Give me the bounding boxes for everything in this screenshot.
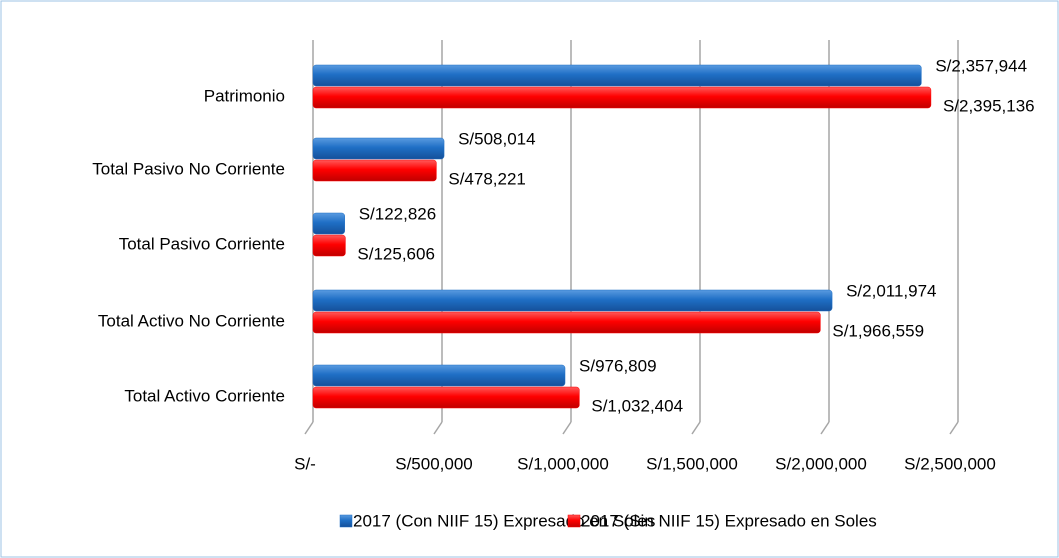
x-tick-label: S/1,000,000 — [517, 454, 609, 473]
bar — [312, 289, 833, 312]
value-label: S/2,011,974 — [846, 281, 936, 300]
y-tick-label: Total Activo No Corriente — [98, 311, 285, 330]
value-label: S/478,221 — [448, 169, 526, 188]
value-label: S/1,032,404 — [591, 396, 683, 415]
x-tick-label: S/500,000 — [395, 454, 473, 473]
bar — [312, 64, 922, 87]
value-label: S/508,014 — [458, 129, 536, 148]
bar — [312, 364, 566, 387]
bar — [312, 159, 437, 182]
grid-line-base — [562, 421, 572, 435]
bar — [312, 386, 580, 409]
value-label: S/976,809 — [579, 356, 657, 375]
legend-label: 2017 (Sin NIIF 15) Expresado en Soles — [581, 511, 877, 530]
value-label: S/122,826 — [359, 204, 437, 223]
legend-swatch — [339, 514, 353, 528]
bar — [312, 234, 346, 257]
value-label: S/2,357,944 — [935, 56, 1027, 75]
grid-line-base — [820, 421, 830, 435]
y-tick-label: Total Pasivo No Corriente — [92, 159, 285, 178]
value-label: S/1,966,559 — [832, 321, 924, 340]
value-label: S/2,395,136 — [943, 96, 1035, 115]
bar — [312, 86, 932, 109]
grid-line-base — [304, 421, 314, 435]
y-tick-label: Patrimonio — [204, 86, 285, 105]
x-tick-label: S/- — [294, 454, 316, 473]
bar — [312, 311, 821, 334]
legend-swatch — [567, 514, 581, 528]
grid-line-base — [433, 421, 443, 435]
grid-line-base — [949, 421, 959, 435]
y-tick-label: Total Pasivo Corriente — [119, 234, 285, 253]
grid-line-base — [691, 421, 701, 435]
x-tick-label: S/2,500,000 — [904, 454, 996, 473]
bar — [312, 137, 445, 160]
x-tick-label: S/2,000,000 — [775, 454, 867, 473]
bar — [312, 212, 345, 235]
x-tick-label: S/1,500,000 — [646, 454, 738, 473]
value-label: S/125,606 — [357, 244, 435, 263]
y-tick-label: Total Activo Corriente — [124, 386, 285, 405]
